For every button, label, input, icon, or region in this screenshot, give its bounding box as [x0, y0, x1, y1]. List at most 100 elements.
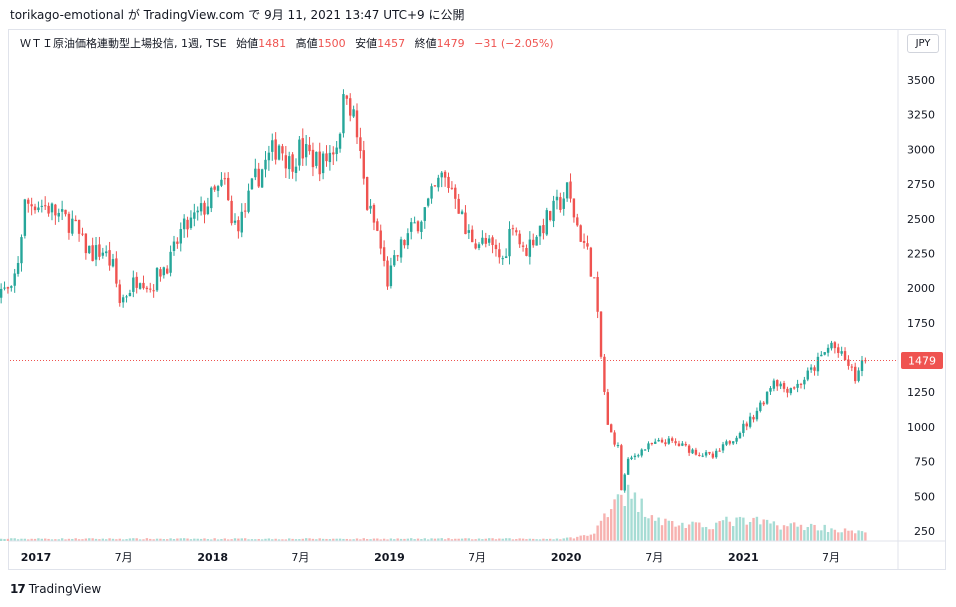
volume-bar	[793, 522, 796, 541]
candle-body	[135, 276, 138, 288]
candle-body	[230, 200, 233, 224]
candle-body	[257, 168, 260, 187]
volume-bar	[576, 536, 579, 541]
volume-bar	[826, 532, 830, 541]
volume-bar	[186, 538, 189, 541]
volume-bar	[40, 538, 44, 541]
volume-bar	[552, 539, 555, 541]
candle-body	[413, 222, 416, 224]
volume-bar	[105, 539, 108, 541]
candle-body	[518, 233, 521, 245]
candle-body	[233, 220, 237, 223]
tradingview-logo[interactable]: 17 TradingView	[10, 582, 101, 596]
currency-button[interactable]: JPY	[907, 34, 939, 53]
volume-bar	[74, 538, 77, 541]
volume-bar	[860, 531, 864, 541]
tradingview-logo-text: TradingView	[28, 582, 102, 596]
candle-body	[474, 243, 477, 249]
volume-bar	[54, 539, 57, 541]
candle-body	[454, 187, 457, 199]
volume-bar	[23, 538, 27, 541]
volume-bar	[664, 518, 667, 541]
candle-body	[321, 153, 325, 174]
candle-body	[267, 152, 271, 161]
candle-body	[430, 186, 433, 199]
candle-body	[850, 366, 854, 368]
candle-body	[399, 239, 403, 258]
volume-bar	[172, 539, 176, 541]
candle-body	[504, 256, 508, 258]
candle-body	[826, 347, 830, 353]
volume-bar	[677, 525, 681, 541]
volume-bar	[64, 539, 67, 541]
candle-body	[467, 230, 471, 233]
candle-body	[359, 137, 362, 151]
volume-bar	[864, 532, 867, 541]
close-value: 1479	[436, 37, 465, 50]
volume-bar	[443, 539, 447, 541]
price-tick-label: 2750	[907, 178, 935, 191]
tradingview-logo-icon: 17	[10, 582, 26, 596]
candle-body	[101, 252, 105, 256]
candle-body	[572, 198, 576, 218]
volume-bar	[47, 538, 50, 541]
candle-body	[576, 217, 579, 226]
volume-bar	[396, 538, 399, 541]
candle-body	[210, 187, 213, 209]
candle-body	[687, 445, 691, 453]
candle-body	[50, 203, 54, 213]
volume-bar	[511, 539, 515, 541]
candle-body	[647, 443, 650, 450]
candle-body	[711, 453, 715, 458]
candle-body	[199, 203, 203, 212]
candle-body	[291, 154, 294, 172]
volume-bar	[796, 526, 799, 541]
volume-bar	[220, 539, 223, 541]
candle-body	[196, 210, 199, 213]
chart-pane[interactable]	[8, 29, 946, 570]
candle-body	[684, 443, 687, 446]
candle-body	[250, 178, 254, 190]
candle-body	[776, 380, 779, 387]
time-axis: 2017 7月 2018 7月 2019 7月 2020 7月 2021 7月	[21, 551, 840, 564]
volume-bar	[474, 539, 477, 541]
candle-body	[799, 383, 803, 385]
volume-bar	[10, 538, 13, 541]
volume-bar	[745, 524, 748, 541]
candle-body	[105, 251, 108, 254]
candle-body	[464, 212, 467, 235]
candle-body	[460, 211, 464, 214]
volume-bar	[776, 525, 779, 541]
volume-bar	[389, 538, 393, 541]
candle-body	[406, 233, 410, 246]
candle-body	[440, 172, 443, 178]
volume-bar	[426, 539, 430, 541]
volume-bar	[101, 538, 105, 541]
volume-bar	[779, 529, 782, 541]
time-tick-label: 7月	[822, 551, 840, 564]
candle-body	[637, 455, 640, 457]
symbol-title[interactable]: ＷＴＩ原油価格連動型上場投信, 1週, TSE	[20, 37, 227, 50]
candle-body	[416, 221, 420, 232]
volume-bar	[813, 524, 816, 541]
candle-body	[616, 445, 620, 447]
volume-bar	[457, 538, 460, 541]
candle-body	[620, 445, 623, 491]
price-tick-label: 3250	[907, 109, 935, 122]
volume-bar	[596, 525, 599, 541]
candle-body	[854, 366, 857, 382]
candle-body	[779, 383, 782, 387]
candle-body	[593, 277, 596, 279]
time-tick-label: 7月	[645, 551, 663, 564]
volume-bar	[654, 520, 657, 541]
candle-body	[81, 233, 84, 235]
volume-bar	[477, 538, 481, 541]
candle-body	[650, 443, 654, 445]
volume-bar	[20, 538, 23, 541]
volume-bar	[708, 529, 711, 541]
volume-bar	[166, 539, 169, 541]
volume-bar	[298, 539, 301, 541]
volume-bar	[670, 521, 674, 541]
volume-bar	[498, 538, 501, 541]
